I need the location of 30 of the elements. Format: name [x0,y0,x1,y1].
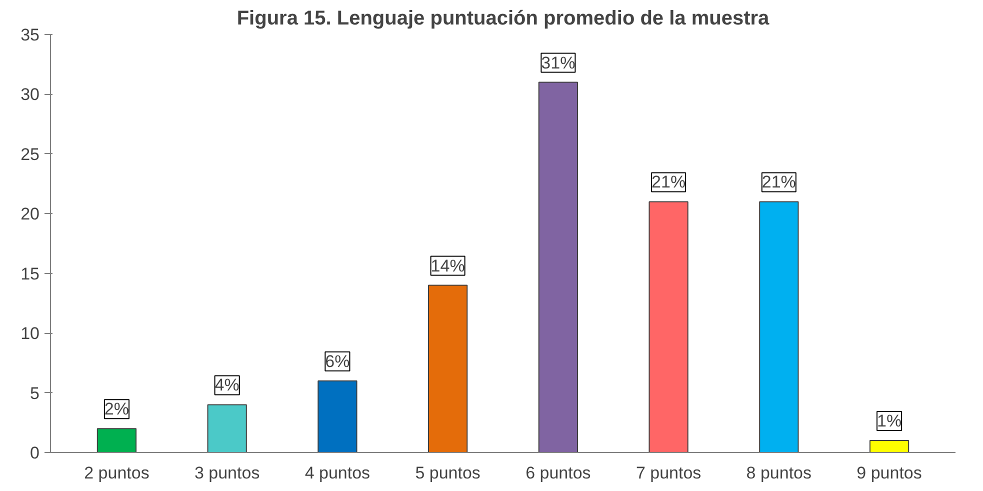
y-tick-label: 5 [30,384,40,403]
chart-title: Figura 15. Lenguaje puntuación promedio de la muestra [236,8,770,30]
y-tick-label: 30 [20,85,40,104]
bar [869,440,910,452]
y-tick-label: 35 [20,26,40,44]
y-tick-label: 15 [20,264,40,284]
bar [428,284,468,452]
x-tick-label: 7 puntos [636,464,702,482]
bar [648,201,688,452]
data-label: 21% [762,172,796,192]
y-tick-label: 0 [30,444,40,462]
data-label: 21% [652,172,686,192]
data-label: 2% [104,400,130,419]
bar [318,380,358,452]
x-tick-label: 4 puntos [304,464,370,482]
y-tick-label: 25 [20,144,40,164]
data-label: 14% [430,256,465,276]
bar [96,428,137,452]
y-tick-label: 20 [20,204,40,224]
bar [538,82,578,452]
x-tick-label: 6 puntos [526,464,591,482]
bar [207,404,247,452]
x-tick-label: 2 puntos [84,464,150,482]
y-tick-label: 10 [20,324,40,344]
x-tick-label: 3 puntos [194,464,260,482]
x-tick-label: 5 puntos [415,464,480,482]
x-tick-label: 8 puntos [746,464,812,482]
data-label: 1% [876,412,902,431]
bar [759,201,799,452]
x-tick-label: 9 puntos [856,464,922,482]
